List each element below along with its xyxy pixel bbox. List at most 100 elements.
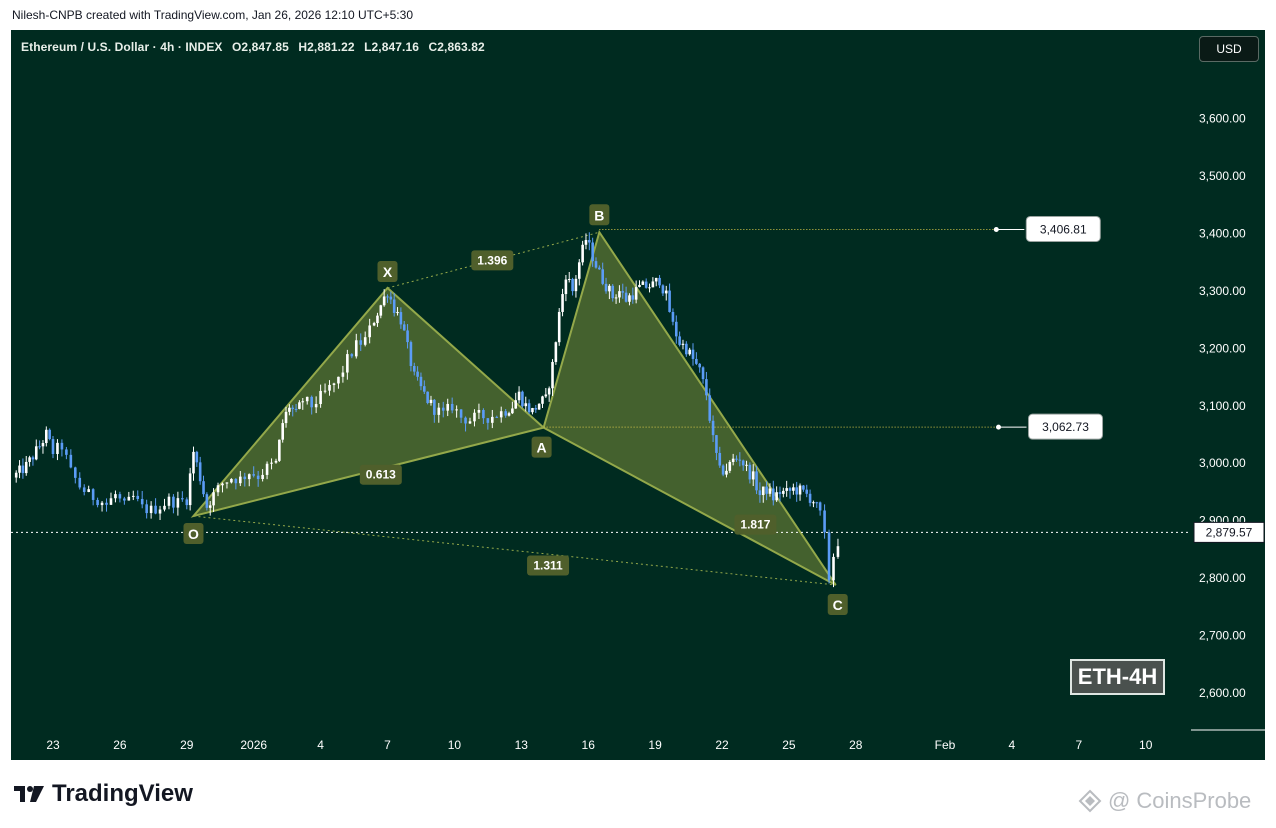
target-level-box[interactable] [1025, 215, 1101, 242]
chart-panel[interactable]: 2,600.00 2,700.00 2,800.00 2,900.00 3,000.00… [11, 30, 1265, 760]
candle-down [718, 452, 722, 466]
candle-down [389, 296, 393, 300]
legend-open: O2,847.85 [231, 40, 289, 54]
candle-up [114, 494, 117, 499]
candle-down [433, 399, 436, 415]
ratio-label: 1.311 [533, 558, 563, 572]
ratio-marker [734, 514, 777, 535]
candle-down [758, 490, 762, 496]
candle-down [291, 407, 295, 409]
candle-up [731, 458, 735, 463]
y-tick-label: 3,000.00 [1199, 456, 1246, 470]
candle-down [409, 342, 413, 367]
target-level-box[interactable] [1028, 413, 1104, 440]
pattern-point-marker [377, 260, 398, 282]
candle-up [341, 372, 345, 377]
candle-down [591, 242, 594, 262]
price-chart[interactable]: 2,600.002,700.002,800.002,900.003,000.00… [11, 30, 1265, 760]
candle-up [14, 472, 18, 478]
candle-up [127, 496, 131, 501]
candle-up [24, 461, 28, 474]
x-tick-label: 23 [46, 738, 60, 752]
candle-up [751, 471, 755, 480]
candle-down [802, 485, 805, 490]
candle-up [681, 343, 685, 345]
candle-up [628, 295, 631, 302]
candle-up [836, 546, 840, 557]
candle-down [91, 489, 95, 500]
candle-down [154, 505, 157, 514]
currency-button[interactable]: USD [1199, 36, 1259, 62]
candle-up [368, 325, 371, 338]
candle-down [48, 429, 51, 440]
candle-up [531, 408, 534, 413]
candle-down [827, 532, 831, 581]
candle-up [514, 400, 518, 409]
coinsprobe-logo-icon [1078, 789, 1102, 813]
candle-down [386, 296, 389, 298]
candle-up [614, 297, 618, 299]
candle-down [668, 290, 671, 312]
ratio-marker [527, 555, 570, 576]
candle-down [402, 324, 406, 331]
tradingview-logo-icon [14, 786, 44, 802]
candle-down [31, 457, 35, 460]
legend-close: C2,863.82 [428, 40, 485, 54]
candle-down [78, 477, 82, 488]
candle-down [202, 481, 205, 495]
candle-down [701, 367, 705, 380]
candle-up [265, 463, 269, 475]
candle-down [234, 478, 238, 484]
x-tick-label: 7 [1075, 738, 1082, 752]
candle-up [247, 474, 251, 480]
candle-down [21, 465, 25, 474]
candle-down [771, 488, 775, 501]
candle-up [372, 323, 376, 326]
candle-down [808, 493, 812, 503]
candle-down [181, 498, 184, 500]
candle-down [708, 395, 712, 421]
candle-down [805, 489, 809, 494]
candle-up [301, 401, 305, 403]
candle-up [792, 487, 795, 491]
candle-down [815, 502, 819, 504]
candle-up [517, 391, 521, 401]
candle-down [205, 494, 209, 508]
candle-up [832, 556, 835, 581]
candle-down [185, 499, 189, 506]
x-tick-label: 2026 [240, 738, 267, 752]
legend-low: L2,847.16 [364, 40, 420, 54]
ratio-marker [471, 250, 514, 271]
candle-up [648, 287, 651, 289]
candle-down [715, 435, 718, 453]
legend-high: H2,881.22 [298, 40, 355, 54]
candle-down [788, 488, 792, 491]
candle-down [310, 396, 313, 408]
attribution-text: Nilesh-CNPB created with TradingView.com… [12, 8, 413, 22]
y-tick-label: 2,800.00 [1199, 571, 1246, 585]
ratio-line-xb [387, 231, 600, 289]
candle-down [604, 283, 608, 292]
candle-down [631, 295, 635, 300]
candle-down [441, 407, 445, 411]
y-tick-label: 3,600.00 [1199, 112, 1246, 126]
candle-up [328, 384, 331, 391]
candle-up [225, 482, 229, 484]
candle-up [785, 488, 788, 491]
ratio-marker [359, 464, 402, 485]
x-tick-label: 4 [317, 738, 324, 752]
candle-up [577, 262, 581, 279]
candle-down [195, 451, 199, 463]
candle-up [261, 474, 264, 480]
target-level-label: 3,062.73 [1042, 420, 1089, 434]
candle-down [294, 408, 298, 410]
tradingview-logo[interactable]: TradingView [12, 780, 193, 808]
candle-up [274, 460, 278, 463]
candle-down [51, 439, 55, 455]
pattern-point-label: O [188, 526, 199, 542]
candle-up [437, 407, 441, 415]
candle-up [641, 281, 645, 285]
candle-down [65, 449, 68, 455]
candle-down [755, 471, 758, 491]
pattern-point-marker [827, 593, 848, 615]
